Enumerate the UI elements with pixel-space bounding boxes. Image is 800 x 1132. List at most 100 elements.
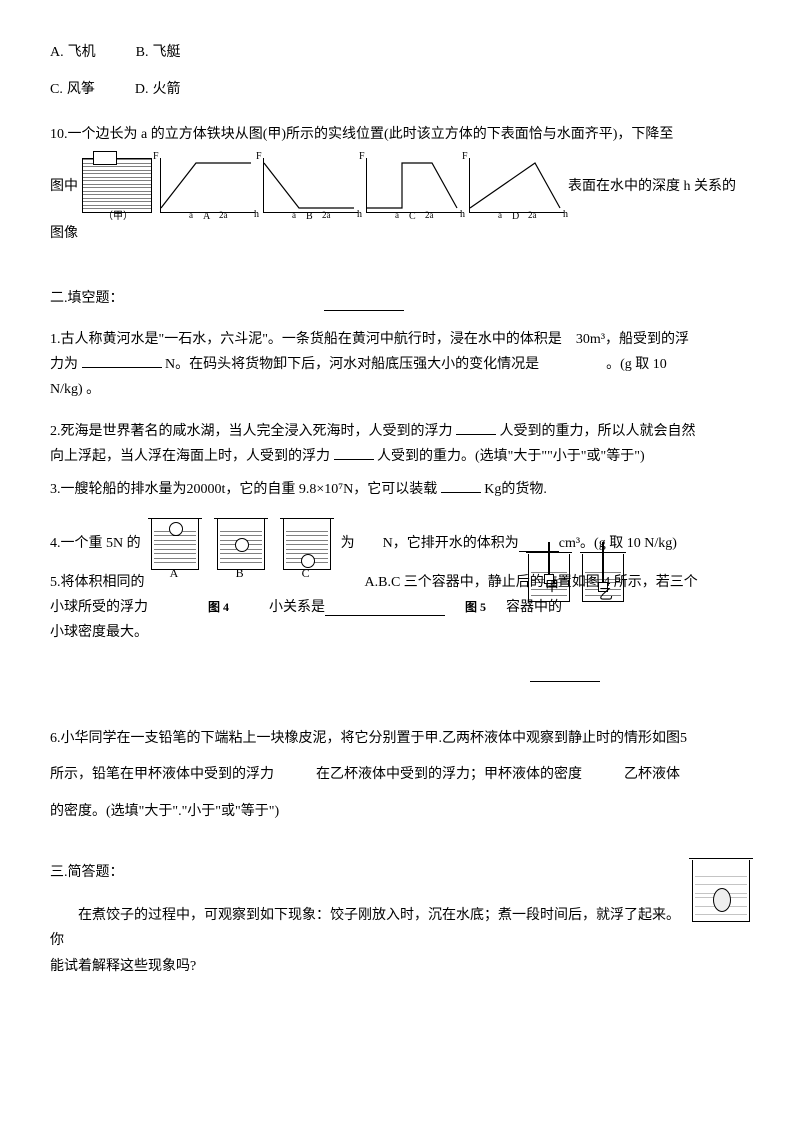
egg-beaker-diagram (692, 860, 750, 922)
section-underline-right-wrap (50, 666, 750, 691)
fill-q1: 1.古人称黄河水是"一石水，六斗泥"。一条货船在黄河中航行时，浸在水中的体积是 … (50, 327, 750, 403)
section-underline (324, 310, 404, 311)
beaker: C (283, 518, 331, 570)
beaker: A (151, 518, 199, 570)
beaker-label: C (302, 563, 310, 585)
option-d: D. 火箭 (135, 77, 181, 102)
fill-q2: 2.死海是世界著名的咸水湖，当人完全浸入死海时，人受到的浮力 人受到的重力，所以… (50, 419, 750, 469)
section3-q-p1: 在煮饺子的过程中，可观察到如下现象：饺子刚放入时，沉在水底；煮一段时间后，就浮了… (50, 903, 750, 953)
graph-option: F h a 2a B (263, 158, 358, 213)
section2-header: 二.填空题： (50, 286, 750, 311)
q4-p1: 4.一个重 5N 的 (50, 531, 141, 556)
q1-p3: N。在码头将货物卸下后，河水对船底压强大小的变化情况是 (165, 357, 539, 372)
option-letter: B. (136, 40, 149, 65)
option-b: B. 飞艇 (136, 40, 181, 65)
y-axis-label: F (462, 148, 468, 166)
section-underline-right (530, 681, 600, 682)
q1-p4: 。(g 取 10 (606, 357, 667, 372)
egg-shape (713, 888, 731, 912)
q2-p2: 人受到的重力，所以人就会自然 (500, 424, 696, 439)
option-letter: A. (50, 40, 64, 65)
graph-option: F h a 2a D (469, 158, 564, 213)
graphs-container: F h a 2a A F h a 2a B F h a 2a C F h a 2… (160, 158, 564, 213)
q5-p3: 小球所受的浮力 (50, 595, 148, 620)
cube-diagram: （甲） (82, 158, 152, 213)
ball (169, 522, 183, 536)
q1-p1: 1.古人称黄河水是"一石水，六斗泥"。一条货船在黄河中航行时，浸在水中的体积是 … (50, 327, 750, 352)
fig4-label: 图 4 (208, 597, 229, 619)
graph-svg (264, 158, 359, 213)
graph-svg (470, 158, 565, 213)
section3-q-p2: 能试着解释这些现象吗? (50, 954, 750, 979)
fill-q3: 3.一艘轮船的排水量为20000t，它的自重 9.8×10⁷N，它可以装载 Kg… (50, 477, 750, 502)
section3: 三.简答题： 在煮饺子的过程中，可观察到如下现象：饺子刚放入时，沉在水底；煮一段… (50, 860, 750, 979)
q2-line2: 向上浮起，当人浮在海面上时，人受到的浮力 人受到的重力。(选填"大于""小于"或… (50, 444, 750, 469)
q6-p3: 的密度。(选填"大于"."小于"或"等于") (50, 794, 750, 830)
q3-beaker (692, 860, 750, 922)
q5-p6: 小球密度最大。 (50, 620, 750, 645)
q5-line1: 5.将体积相同的 A.B.C 三个容器中，静止后的位置如图 4 所示，若三个 甲… (50, 570, 750, 595)
q10-diagrams: （甲） F h a 2a A F h a 2a B F h a 2a C F h… (82, 158, 564, 213)
q10-mid3: 图像 (50, 221, 750, 246)
option-text: 飞艇 (152, 40, 180, 65)
q6-p1: 6.小华同学在一支铅笔的下端粘上一块橡皮泥，将它分别置于甲.乙两杯液体中观察到静… (50, 721, 750, 757)
q10-mid1: 图中 (50, 174, 78, 199)
y-axis-label: F (256, 148, 262, 166)
option-c: C. 风筝 (50, 77, 95, 102)
fig5-label: 图 5 (465, 597, 486, 619)
fill-q6: 6.小华同学在一支铅笔的下端粘上一块橡皮泥，将它分别置于甲.乙两杯液体中观察到静… (50, 721, 750, 830)
q6-p2: 所示，铅笔在甲杯液体中受到的浮力 在乙杯液体中受到的浮力；甲杯液体的密度 乙杯液… (50, 757, 750, 793)
q2-line1: 2.死海是世界著名的咸水湖，当人完全浸入死海时，人受到的浮力 人受到的重力，所以… (50, 419, 750, 444)
blank[interactable] (519, 536, 559, 552)
y-axis-label: F (359, 148, 365, 166)
q10-diagram-row: 图中 （甲） F h a 2a A F h a 2a B F h a 2a C … (50, 154, 750, 221)
q9-options-row1: A. 飞机 B. 飞艇 (50, 40, 750, 65)
q1-p2: 力为 (50, 357, 82, 372)
option-a: A. 飞机 (50, 40, 96, 65)
q2-p4: 人受到的重力。(选填"大于""小于"或"等于") (377, 449, 645, 464)
q10-mid2: 表面在水中的深度 h 关系的 (568, 174, 736, 199)
fill-q4-q5: 4.一个重 5N 的 A B C 为 N，它排开水的体积为 cm³。(g 取 1… (50, 518, 750, 646)
blank[interactable] (456, 419, 496, 435)
q9-options-row2: C. 风筝 D. 火箭 (50, 77, 750, 102)
beaker-label: A (170, 563, 179, 585)
beaker-label: B (236, 563, 244, 585)
fig4-beakers: A B C (151, 518, 331, 570)
fig5-beaker: 甲 (528, 554, 570, 602)
fig5-beaker: 乙 (582, 554, 624, 602)
graph-svg (161, 158, 256, 213)
blank[interactable] (325, 600, 445, 616)
option-text: 火箭 (152, 77, 180, 102)
blank[interactable] (334, 444, 374, 460)
ball (235, 538, 249, 552)
section2-title: 二.填空题： (50, 286, 124, 311)
q10-line1: 10.一个边长为 a 的立方体铁块从图(甲)所示的实线位置(此时该立方体的下表面… (50, 122, 750, 147)
q1-p5: N/kg) 。 (50, 377, 750, 402)
option-text: 飞机 (68, 40, 96, 65)
y-axis-label: F (153, 148, 159, 166)
option-letter: C. (50, 77, 63, 102)
q4-line: 4.一个重 5N 的 A B C 为 N，它排开水的体积为 cm³。(g 取 1… (50, 518, 750, 570)
small-box: 甲 (544, 574, 554, 584)
q2-p1: 2.死海是世界著名的咸水湖，当人完全浸入死海时，人受到的浮力 (50, 424, 453, 439)
q5-line2: 小球所受的浮力 图 4 小关系是 图 5 容器中的 (50, 595, 750, 620)
q4-p2: 为 N，它排开水的体积为 (341, 531, 519, 556)
graph-option: F h a 2a C (366, 158, 461, 213)
blank[interactable] (82, 352, 162, 368)
option-letter: D. (135, 77, 149, 102)
q3-p2: Kg的货物. (484, 482, 547, 497)
section3-title: 三.简答题： (50, 860, 750, 885)
fig5-beakers: 甲 乙 (528, 554, 624, 602)
q3-p1: 3.一艘轮船的排水量为20000t，它的自重 9.8×10⁷N，它可以装载 (50, 482, 437, 497)
q5-p4: 小关系是 (269, 595, 325, 620)
q1-line2: 力为 N。在码头将货物卸下后，河水对船底压强大小的变化情况是 。(g 取 10 (50, 352, 750, 377)
rod (602, 542, 604, 582)
q5-p1: 5.将体积相同的 (50, 570, 145, 595)
graph-option: F h a 2a A (160, 158, 255, 213)
blank[interactable] (441, 477, 481, 493)
cube-label: （甲） (103, 208, 133, 226)
option-text: 风筝 (67, 77, 95, 102)
q2-p3: 向上浮起，当人浮在海面上时，人受到的浮力 (50, 449, 330, 464)
small-box: 乙 (598, 582, 608, 592)
beaker: B (217, 518, 265, 570)
